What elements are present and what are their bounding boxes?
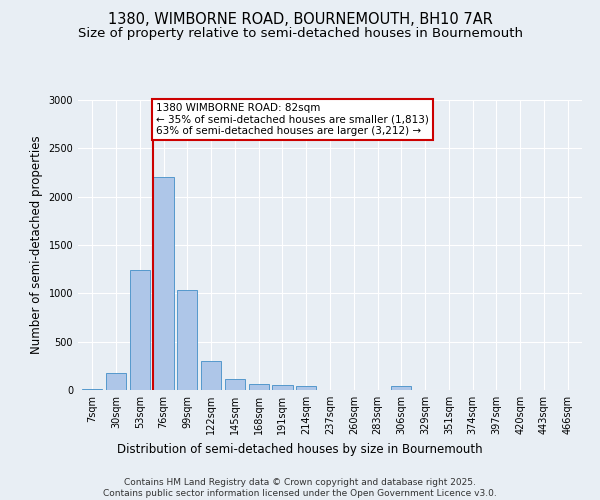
Text: Size of property relative to semi-detached houses in Bournemouth: Size of property relative to semi-detach… xyxy=(77,28,523,40)
Y-axis label: Number of semi-detached properties: Number of semi-detached properties xyxy=(30,136,43,354)
Bar xyxy=(177,290,197,390)
Bar xyxy=(272,384,293,390)
Bar xyxy=(154,178,173,390)
Bar xyxy=(225,380,245,390)
Text: Contains HM Land Registry data © Crown copyright and database right 2025.
Contai: Contains HM Land Registry data © Crown c… xyxy=(103,478,497,498)
Bar xyxy=(130,270,150,390)
Bar xyxy=(82,388,103,390)
Bar xyxy=(201,361,221,390)
Bar xyxy=(106,373,126,390)
Bar xyxy=(296,386,316,390)
Text: Distribution of semi-detached houses by size in Bournemouth: Distribution of semi-detached houses by … xyxy=(117,442,483,456)
Bar xyxy=(391,386,412,390)
Text: 1380 WIMBORNE ROAD: 82sqm
← 35% of semi-detached houses are smaller (1,813)
63% : 1380 WIMBORNE ROAD: 82sqm ← 35% of semi-… xyxy=(156,103,429,136)
Text: 1380, WIMBORNE ROAD, BOURNEMOUTH, BH10 7AR: 1380, WIMBORNE ROAD, BOURNEMOUTH, BH10 7… xyxy=(107,12,493,28)
Bar xyxy=(248,384,269,390)
